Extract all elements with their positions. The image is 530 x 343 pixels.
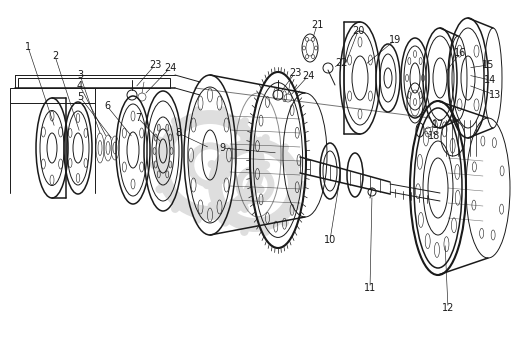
- Ellipse shape: [154, 134, 157, 141]
- Ellipse shape: [435, 243, 439, 257]
- Text: 6: 6: [104, 101, 110, 111]
- Text: 5: 5: [77, 92, 83, 102]
- Text: 8: 8: [175, 128, 181, 138]
- Text: 17: 17: [432, 120, 444, 130]
- Text: 4: 4: [77, 81, 83, 91]
- Ellipse shape: [442, 122, 447, 137]
- Ellipse shape: [425, 234, 430, 249]
- Ellipse shape: [452, 218, 456, 233]
- Ellipse shape: [166, 124, 169, 131]
- Text: 1: 1: [25, 42, 31, 52]
- Text: 11: 11: [364, 283, 376, 293]
- Ellipse shape: [432, 119, 437, 134]
- Ellipse shape: [423, 131, 428, 146]
- Text: 3: 3: [77, 70, 83, 80]
- Ellipse shape: [450, 138, 455, 153]
- Ellipse shape: [416, 184, 420, 199]
- Ellipse shape: [154, 161, 157, 168]
- Text: 22: 22: [335, 58, 347, 68]
- Text: 13: 13: [489, 90, 501, 100]
- Text: 14: 14: [484, 75, 496, 85]
- Text: 20: 20: [352, 26, 364, 36]
- Ellipse shape: [170, 147, 173, 154]
- Text: 18: 18: [428, 131, 440, 141]
- Text: 23: 23: [149, 60, 161, 70]
- Ellipse shape: [157, 124, 160, 131]
- Text: 16: 16: [454, 48, 466, 58]
- Text: 19: 19: [389, 35, 401, 45]
- Ellipse shape: [444, 237, 449, 252]
- Text: 23: 23: [289, 68, 301, 78]
- Ellipse shape: [166, 171, 169, 178]
- Ellipse shape: [169, 134, 172, 141]
- Text: 9: 9: [219, 143, 225, 153]
- Ellipse shape: [169, 161, 172, 168]
- Ellipse shape: [157, 171, 160, 178]
- Text: 7: 7: [135, 113, 141, 123]
- Ellipse shape: [455, 190, 460, 205]
- Text: 12: 12: [442, 303, 454, 313]
- Ellipse shape: [153, 147, 156, 154]
- Text: 24: 24: [164, 63, 176, 73]
- Text: 24: 24: [302, 71, 314, 81]
- Text: 2: 2: [52, 51, 58, 61]
- Ellipse shape: [455, 164, 460, 179]
- Ellipse shape: [417, 154, 422, 169]
- Text: 10: 10: [324, 235, 336, 245]
- Ellipse shape: [418, 212, 423, 227]
- Text: 15: 15: [482, 60, 494, 70]
- Text: 21: 21: [311, 20, 323, 30]
